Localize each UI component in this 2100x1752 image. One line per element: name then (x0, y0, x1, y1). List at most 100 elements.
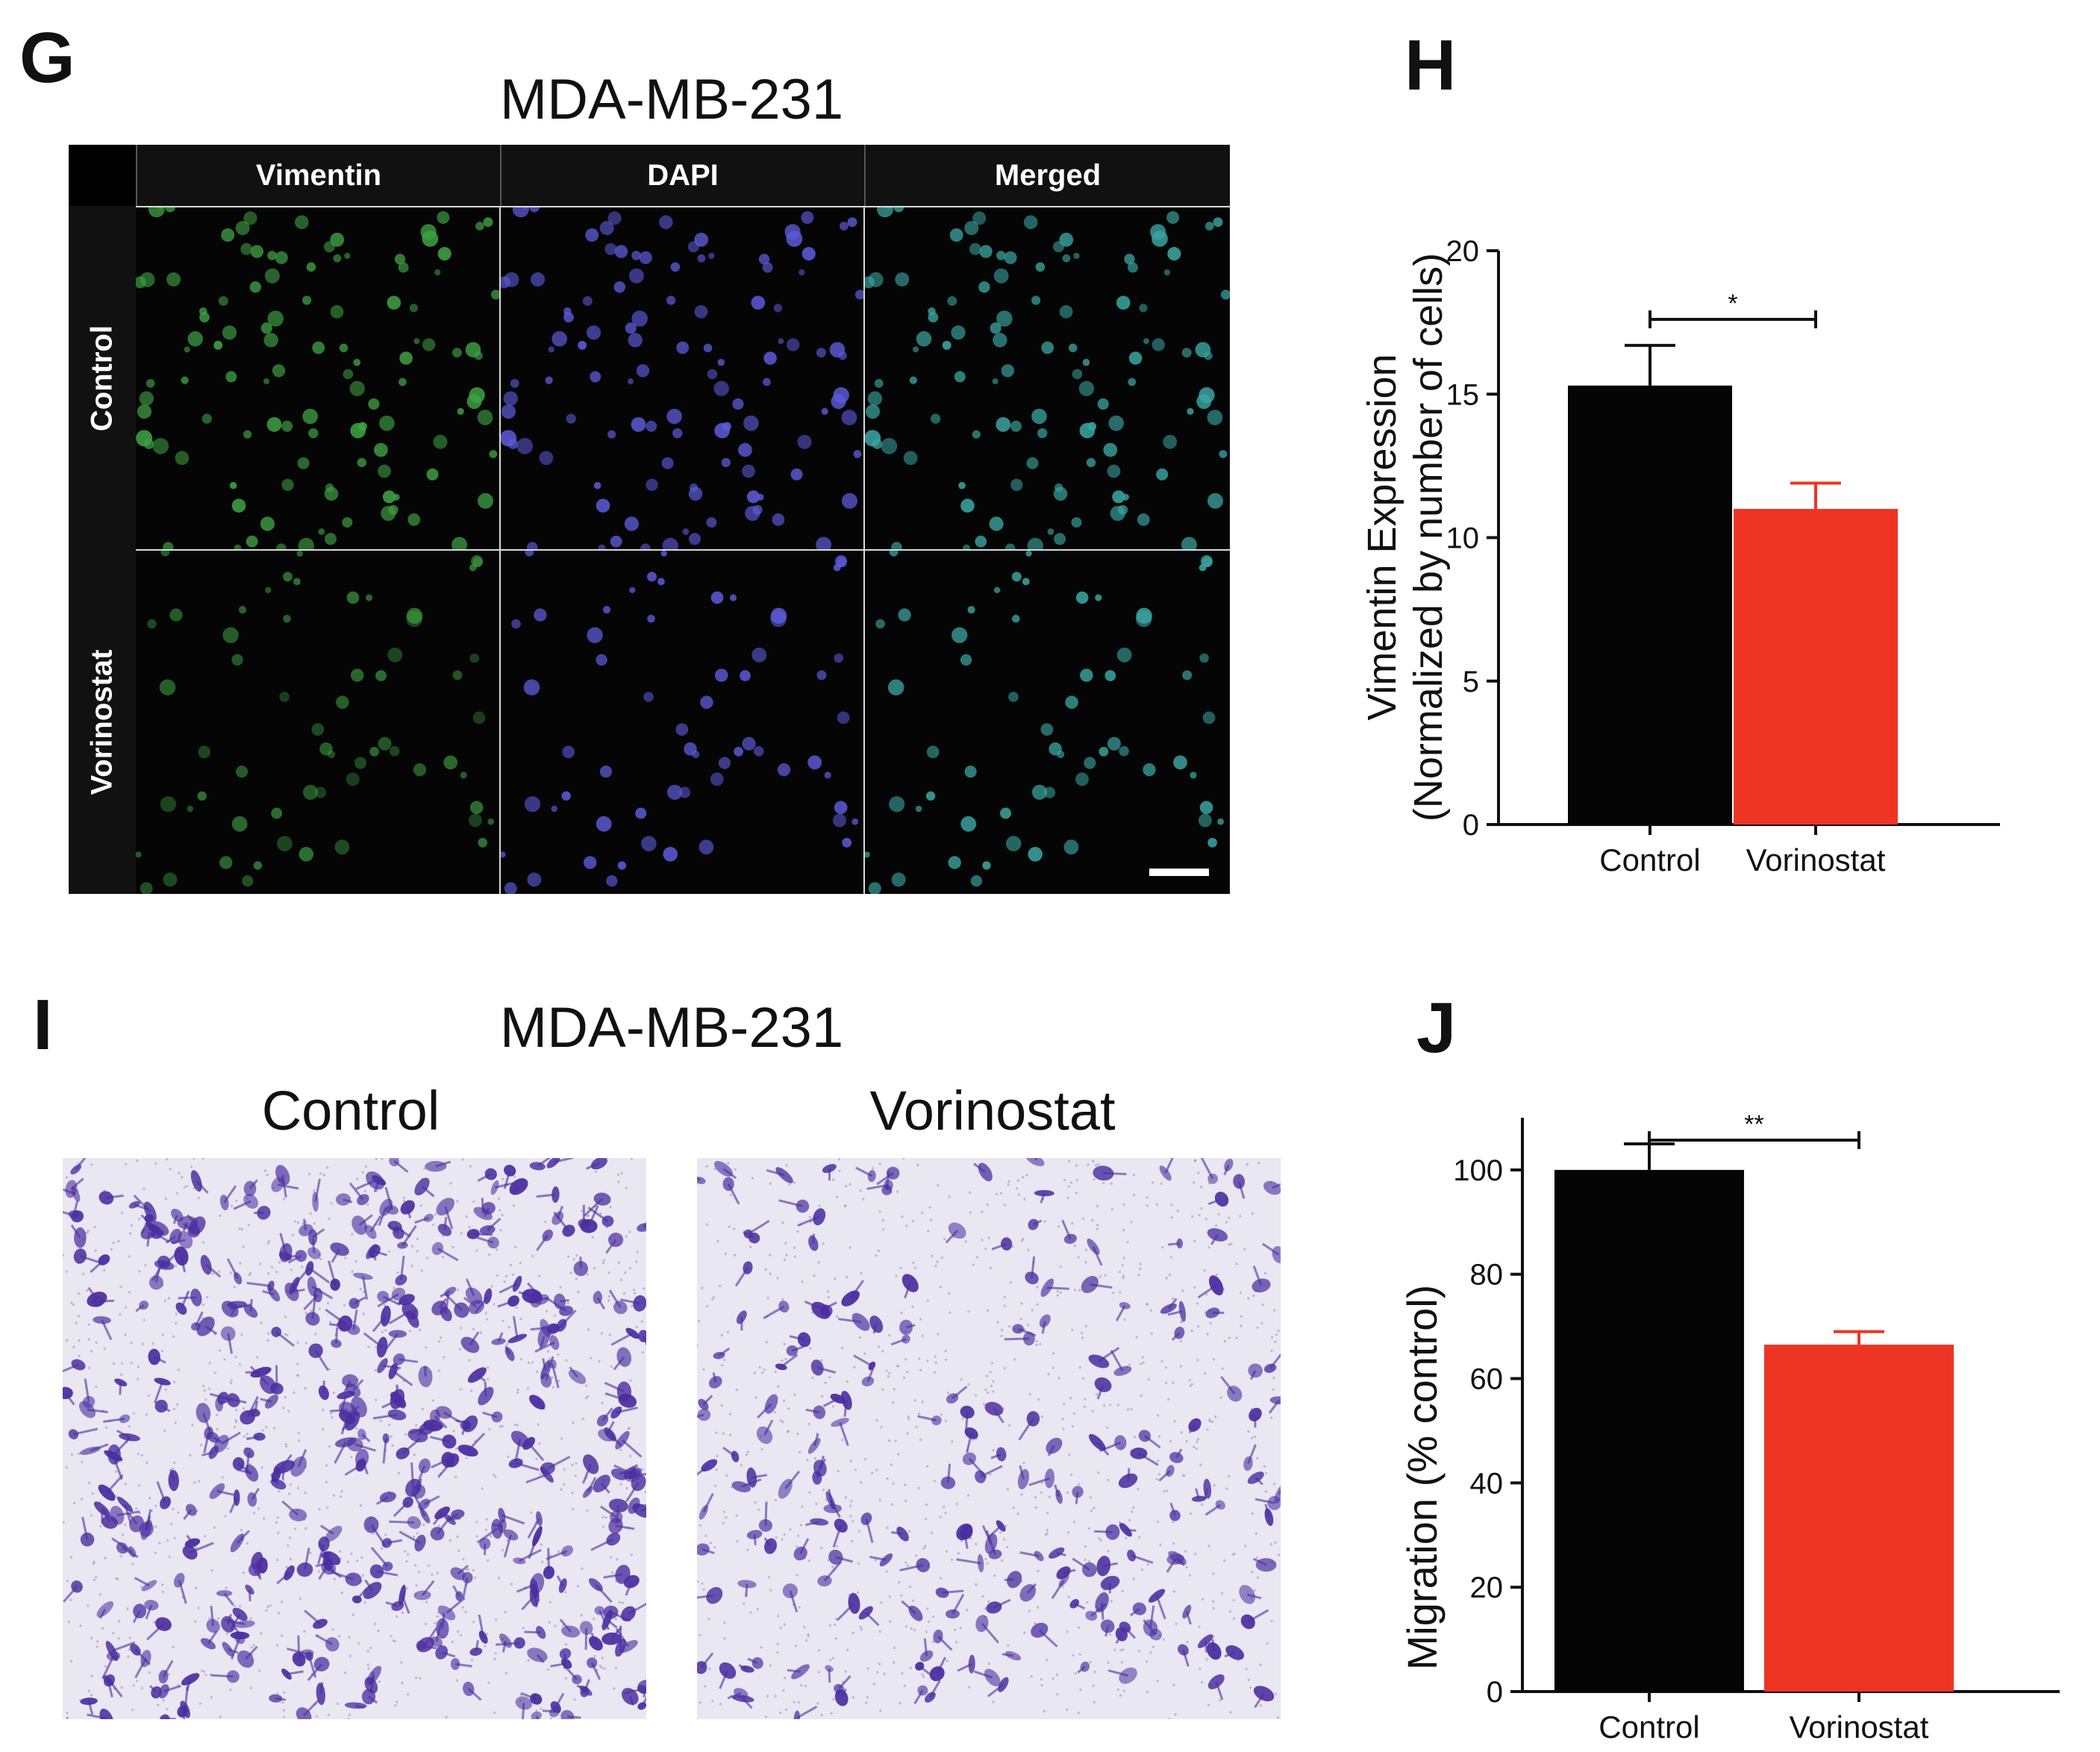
membrane-pore (263, 1517, 266, 1520)
membrane-pore (601, 1656, 604, 1659)
cell-protrusion (613, 1356, 625, 1371)
membrane-pore (967, 1686, 970, 1689)
cell-stain (895, 272, 910, 287)
membrane-pore (955, 1503, 958, 1506)
membrane-pore (1209, 1321, 1212, 1324)
membrane-pore (1206, 1428, 1209, 1431)
cell-stain (469, 813, 482, 827)
membrane-pore (519, 1262, 522, 1265)
cell-stain (763, 378, 771, 387)
membrane-pore (776, 1651, 779, 1654)
migrated-cell (443, 1513, 456, 1525)
membrane-pore (1181, 1289, 1184, 1292)
membrane-pore (896, 1190, 899, 1193)
membrane-pore (904, 1483, 907, 1486)
membrane-pore (912, 1261, 915, 1264)
cell-stain (218, 295, 228, 306)
membrane-pore (419, 1328, 422, 1331)
membrane-pore (340, 1490, 343, 1493)
cell-stain (746, 490, 760, 504)
cell-stain (942, 340, 951, 350)
membrane-pore (1139, 1363, 1143, 1365)
membrane-pore (890, 1463, 893, 1466)
migrated-cell (507, 1295, 519, 1307)
membrane-pore (984, 1247, 987, 1251)
membrane-pore (259, 1263, 262, 1265)
membrane-pore (1198, 1214, 1201, 1217)
bar-vorinostat (1764, 1345, 1954, 1692)
cell-stain (993, 333, 1007, 348)
cell-stain (1054, 533, 1066, 545)
membrane-pore (1204, 1218, 1207, 1221)
membrane-pore (1122, 1228, 1125, 1232)
membrane-pore (999, 1192, 1002, 1195)
membrane-pore (487, 1378, 490, 1381)
membrane-pore (888, 1595, 891, 1598)
cell-stain (1108, 415, 1124, 431)
cell-protrusion (421, 1580, 435, 1596)
cell-protrusion (1188, 1424, 1196, 1433)
membrane-pore (193, 1158, 196, 1160)
cell-protrusion (1031, 1256, 1036, 1278)
membrane-pore (796, 1545, 799, 1548)
membrane-pore (322, 1409, 325, 1412)
membrane-pore (1256, 1326, 1259, 1329)
membrane-pore (1185, 1439, 1188, 1443)
cell-stain (926, 745, 940, 759)
membrane-pore (796, 1433, 799, 1436)
cell-stain (469, 653, 480, 663)
membrane-pore (147, 1394, 150, 1397)
membrane-pore (784, 1357, 787, 1361)
membrane-pore (1219, 1396, 1222, 1399)
membrane-pore (87, 1366, 91, 1369)
y-tick-label: 40 (1470, 1467, 1504, 1500)
migrated-cell (390, 1389, 405, 1410)
membrane-pore (921, 1334, 925, 1337)
membrane-pore (625, 1186, 628, 1189)
membrane-pore (355, 1427, 358, 1430)
membrane-pore (535, 1457, 538, 1460)
membrane-pore (1079, 1688, 1082, 1692)
migrated-cell (807, 1438, 821, 1454)
cell-protrusion (791, 1345, 804, 1352)
membrane-pore (928, 1206, 931, 1209)
membrane-pore (99, 1593, 101, 1596)
membrane-pore (170, 1522, 173, 1525)
cell-protrusion (619, 1463, 638, 1476)
migrated-cell (101, 1515, 118, 1529)
migrated-cell (418, 1421, 436, 1436)
membrane-pore (903, 1684, 906, 1687)
cell-protrusion (501, 1514, 525, 1525)
membrane-pore (1251, 1512, 1254, 1515)
membrane-pore (800, 1683, 803, 1687)
membrane-pore (1008, 1424, 1011, 1427)
membrane-pore (713, 1484, 717, 1487)
cell-protrusion (966, 1433, 973, 1454)
membrane-pore (1276, 1716, 1280, 1719)
cell-protrusion (462, 1577, 469, 1599)
membrane-pore (1023, 1631, 1026, 1634)
membrane-pore (1185, 1565, 1188, 1568)
membrane-pore (166, 1539, 169, 1542)
membrane-pore (267, 1240, 271, 1243)
membrane-pore (967, 1310, 970, 1313)
x-tick-label: Vorinostat (1790, 1709, 1929, 1745)
membrane-pore (485, 1518, 488, 1521)
cell-protrusion (227, 1648, 239, 1654)
membrane-pore (1239, 1215, 1242, 1218)
cell-stain (979, 245, 993, 258)
membrane-pore (1001, 1559, 1004, 1562)
membrane-pore (297, 1221, 300, 1224)
cell-protrusion (853, 1354, 873, 1367)
membrane-pore (242, 1245, 245, 1248)
membrane-pore (1251, 1212, 1254, 1215)
membrane-pore (1179, 1340, 1182, 1343)
cell-stain (1053, 241, 1064, 253)
membrane-pore (710, 1298, 714, 1301)
membrane-pore (989, 1371, 992, 1374)
membrane-pore (1109, 1633, 1112, 1636)
membrane-pore (282, 1407, 285, 1410)
membrane-pore (608, 1333, 611, 1336)
membrane-pore (830, 1712, 833, 1715)
membrane-pore (362, 1313, 365, 1315)
